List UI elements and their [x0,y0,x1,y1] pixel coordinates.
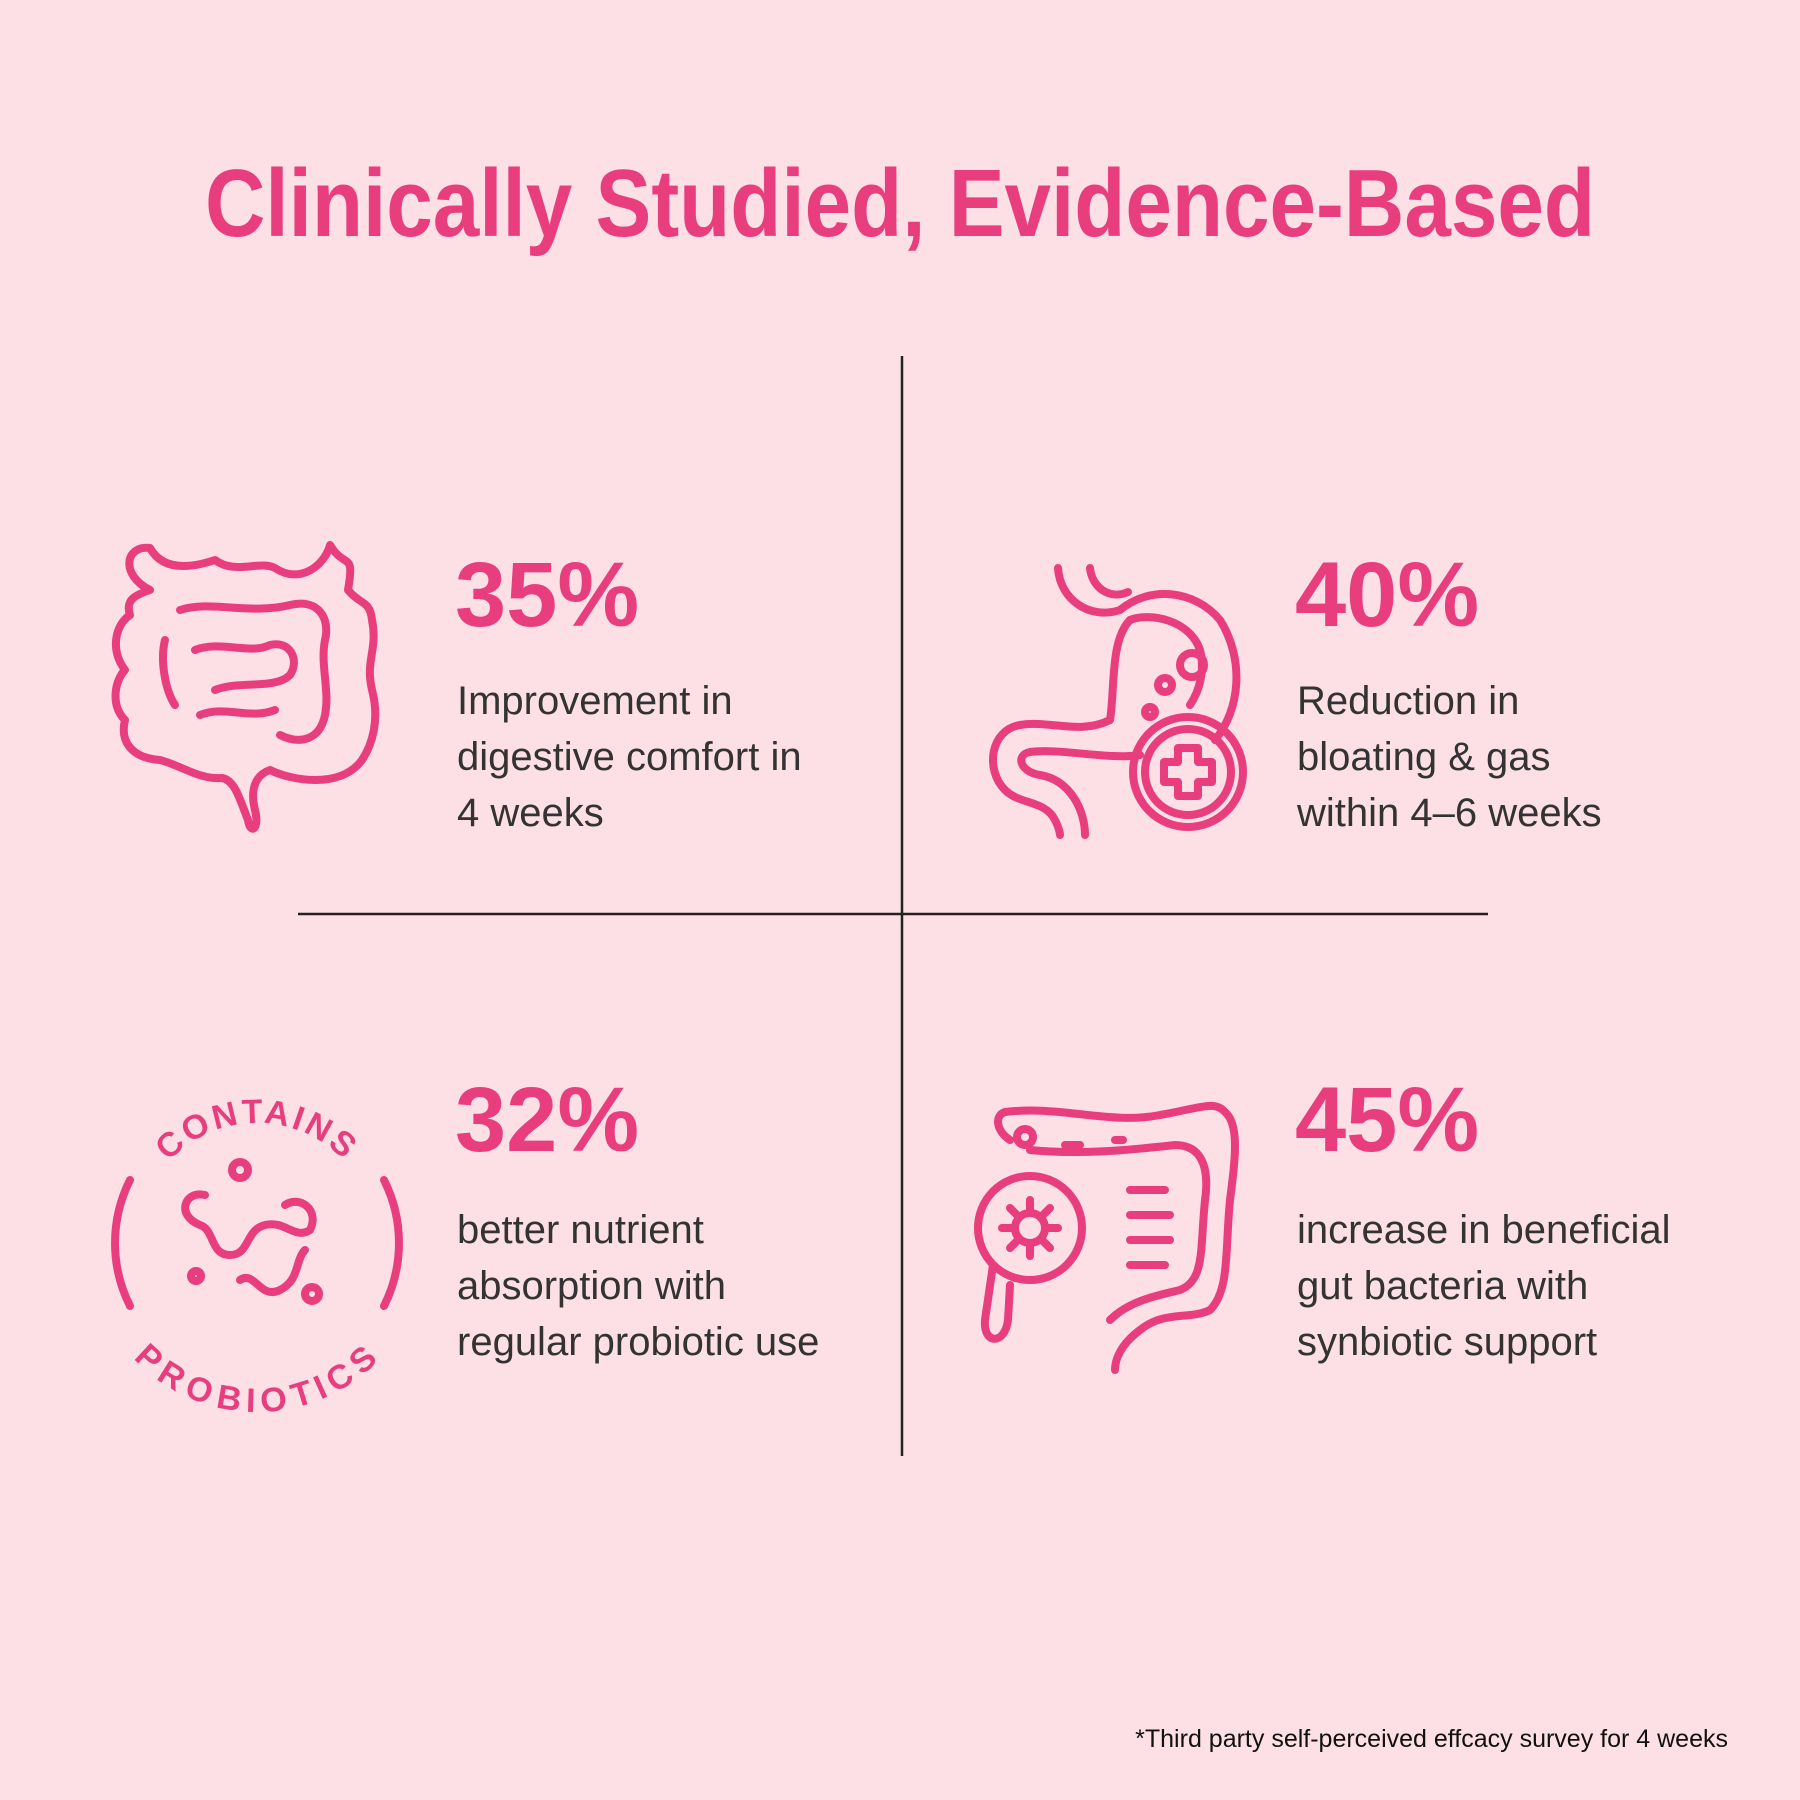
stat-value: 45% [1295,1069,1479,1171]
stat-description: digestive comfort in [457,735,802,779]
stat-description: bloating & gas [1297,735,1551,779]
stat-description: gut bacteria with [1297,1264,1588,1308]
intestine-icon [111,541,380,833]
stat-description: Improvement in [457,679,733,723]
stats: 35% Improvement in digestive comfort in 4 w… [455,544,1671,1364]
stat-description: increase in beneficial [1297,1208,1671,1252]
stomach-icon [989,564,1247,839]
stat-value: 32% [455,1069,639,1171]
stat-description: within 4–6 weeks [1296,791,1602,835]
stat-description: absorption with [457,1264,726,1308]
stat-description: better nutrient [457,1208,704,1252]
stat-value: 40% [1295,544,1479,646]
stat-description: Reduction in [1297,679,1519,723]
stat-value: 35% [455,544,639,646]
stat-description: 4 weeks [457,791,604,835]
stat-description: regular probiotic use [457,1320,819,1364]
stat-description: synbiotic support [1297,1320,1597,1364]
footnote: *Third party self-perceived effcacy surv… [1135,1725,1728,1753]
colon-magnifier-icon [974,1101,1239,1374]
title: Clinically Studied, Evidence-Based [205,150,1595,257]
